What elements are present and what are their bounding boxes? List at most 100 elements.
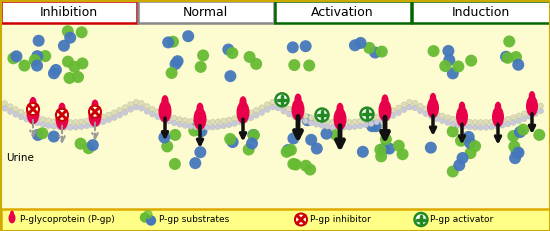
Circle shape xyxy=(13,106,19,112)
Circle shape xyxy=(31,50,43,62)
Circle shape xyxy=(29,113,35,119)
Circle shape xyxy=(363,122,368,128)
Circle shape xyxy=(349,39,361,51)
Circle shape xyxy=(379,112,385,118)
Circle shape xyxy=(250,58,262,70)
Circle shape xyxy=(319,123,324,128)
Circle shape xyxy=(51,119,57,124)
Circle shape xyxy=(401,102,407,107)
Circle shape xyxy=(445,115,450,120)
Circle shape xyxy=(439,118,445,124)
Circle shape xyxy=(18,114,24,120)
Circle shape xyxy=(499,122,505,128)
Circle shape xyxy=(188,124,194,129)
Circle shape xyxy=(106,112,112,118)
Circle shape xyxy=(297,111,303,117)
Circle shape xyxy=(521,111,527,116)
Circle shape xyxy=(378,143,390,155)
Circle shape xyxy=(514,126,526,138)
Circle shape xyxy=(512,59,524,71)
Circle shape xyxy=(139,100,144,106)
Circle shape xyxy=(376,46,388,58)
Circle shape xyxy=(456,122,461,128)
Text: P-glycoprotein (P-gp): P-glycoprotein (P-gp) xyxy=(20,215,115,224)
Circle shape xyxy=(375,144,386,156)
Text: P-gp activator: P-gp activator xyxy=(430,215,493,224)
Circle shape xyxy=(463,131,475,143)
Circle shape xyxy=(232,116,237,121)
Circle shape xyxy=(292,114,298,119)
Circle shape xyxy=(46,123,51,128)
Circle shape xyxy=(443,54,455,66)
Circle shape xyxy=(226,117,232,123)
Circle shape xyxy=(517,124,529,136)
Circle shape xyxy=(68,125,73,130)
Circle shape xyxy=(285,144,297,156)
Circle shape xyxy=(324,119,330,124)
Circle shape xyxy=(204,120,210,125)
Circle shape xyxy=(423,111,428,117)
Circle shape xyxy=(417,103,423,109)
Ellipse shape xyxy=(30,97,36,108)
Circle shape xyxy=(427,45,439,57)
Circle shape xyxy=(111,110,117,116)
Circle shape xyxy=(243,112,248,118)
Circle shape xyxy=(478,120,483,125)
Text: Urine: Urine xyxy=(6,153,34,163)
Circle shape xyxy=(316,109,328,122)
Circle shape xyxy=(199,120,205,125)
Circle shape xyxy=(140,213,150,222)
Circle shape xyxy=(254,108,259,113)
Circle shape xyxy=(308,115,314,121)
Bar xyxy=(1,1,136,23)
Circle shape xyxy=(62,56,74,68)
Circle shape xyxy=(32,35,45,47)
Circle shape xyxy=(128,102,133,107)
Ellipse shape xyxy=(294,94,301,105)
Circle shape xyxy=(40,122,46,127)
Circle shape xyxy=(464,137,476,149)
Circle shape xyxy=(259,110,265,116)
Ellipse shape xyxy=(239,96,246,108)
Circle shape xyxy=(423,106,428,112)
Circle shape xyxy=(63,72,75,84)
Circle shape xyxy=(246,137,258,149)
Circle shape xyxy=(194,146,206,158)
Circle shape xyxy=(360,108,373,121)
Circle shape xyxy=(346,125,352,130)
Circle shape xyxy=(90,117,95,123)
Circle shape xyxy=(32,129,44,141)
Circle shape xyxy=(445,120,450,125)
Circle shape xyxy=(36,127,48,139)
Circle shape xyxy=(368,116,374,122)
Ellipse shape xyxy=(381,94,388,106)
Text: Activation: Activation xyxy=(311,6,374,18)
Circle shape xyxy=(76,26,87,38)
Circle shape xyxy=(341,120,346,125)
Circle shape xyxy=(40,117,46,122)
Circle shape xyxy=(417,108,423,114)
Circle shape xyxy=(117,112,123,118)
Circle shape xyxy=(7,52,19,64)
Circle shape xyxy=(95,116,101,121)
Circle shape xyxy=(513,147,525,159)
Circle shape xyxy=(248,110,254,116)
Circle shape xyxy=(509,152,521,164)
Circle shape xyxy=(169,158,181,170)
Circle shape xyxy=(248,129,260,141)
Ellipse shape xyxy=(292,98,305,121)
Circle shape xyxy=(324,124,330,129)
Circle shape xyxy=(428,114,434,119)
Circle shape xyxy=(352,119,358,125)
Circle shape xyxy=(288,59,300,71)
Circle shape xyxy=(224,70,236,82)
Circle shape xyxy=(510,51,522,63)
Circle shape xyxy=(287,106,292,112)
Ellipse shape xyxy=(194,108,206,130)
Circle shape xyxy=(303,60,315,72)
Circle shape xyxy=(346,119,352,125)
Circle shape xyxy=(505,116,511,122)
Circle shape xyxy=(516,118,521,124)
Circle shape xyxy=(95,121,101,126)
Circle shape xyxy=(363,117,368,123)
